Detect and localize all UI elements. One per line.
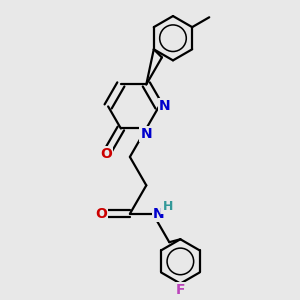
Text: N: N <box>159 99 171 112</box>
Text: F: F <box>176 283 185 297</box>
Text: N: N <box>140 127 152 141</box>
Text: N: N <box>153 207 164 221</box>
Text: H: H <box>163 200 173 213</box>
Text: O: O <box>100 147 112 161</box>
Text: O: O <box>95 207 107 221</box>
